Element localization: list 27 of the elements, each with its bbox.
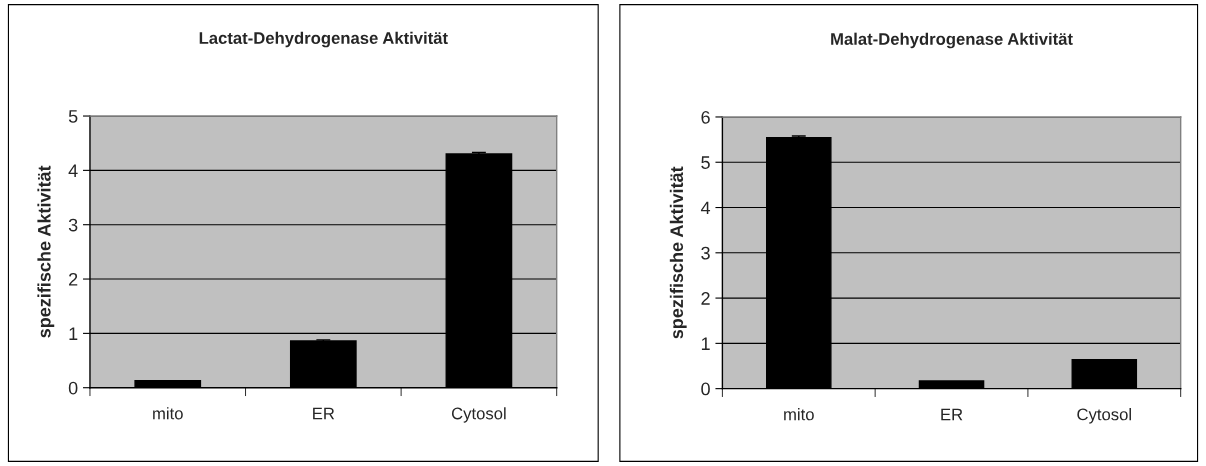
y-tick-label: 5: [701, 156, 710, 169]
bar: [289, 340, 357, 388]
y-tick-label: 2: [701, 292, 710, 305]
x-tick-label: ER: [941, 408, 963, 421]
x-tick-label: mito: [784, 408, 814, 421]
y-tick-label: 4: [700, 201, 711, 215]
y-tick-label: 3: [68, 218, 78, 232]
y-tick-label: 5: [68, 110, 78, 123]
bar: [918, 380, 985, 389]
x-tick-label: mito: [153, 407, 183, 420]
x-tick-label: Cytosol: [1077, 408, 1131, 424]
y-tick-label: 0: [701, 382, 710, 396]
y-tick-label: 1: [701, 337, 710, 350]
y-tick-label: 4: [68, 164, 78, 177]
y-tick-label: 6: [701, 110, 710, 124]
y-tick-label: 0: [68, 381, 78, 395]
y-axis-title: spezifische Aktivität: [37, 165, 55, 338]
y-tick-label: 2: [69, 272, 78, 286]
y-tick-label: 3: [701, 246, 710, 260]
bar: [1071, 358, 1138, 389]
chart-title: Malat-Dehydrogenase Aktivität: [831, 32, 1073, 49]
y-tick-label: 1: [69, 327, 78, 340]
y-axis-title: spezifische Aktivität: [669, 166, 687, 339]
chart-title: Lactat-Dehydrogenase Aktivität: [199, 31, 448, 48]
x-tick-label: Cytosol: [451, 407, 506, 423]
bar: [134, 379, 202, 388]
x-tick-label: ER: [313, 407, 335, 420]
